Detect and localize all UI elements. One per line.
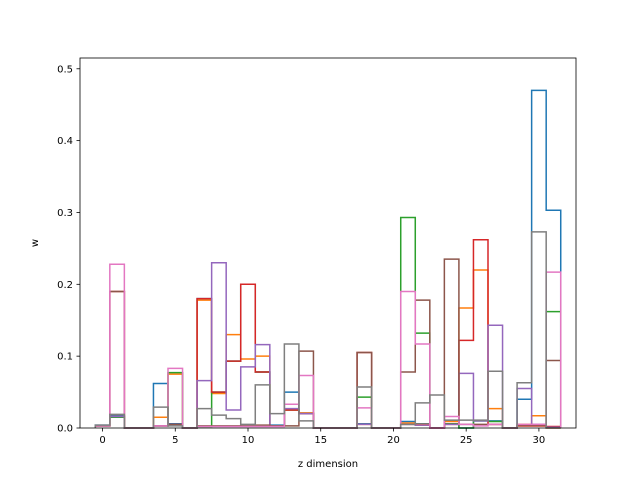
x-tick-label: 0 <box>99 435 105 446</box>
x-tick-label: 25 <box>460 435 473 446</box>
x-tick-label: 5 <box>172 435 178 446</box>
y-tick-label: 0.1 <box>57 352 73 363</box>
y-tick-label: 0.3 <box>57 208 73 219</box>
x-axis: 0 5 10 15 20 25 30 <box>99 428 545 446</box>
y-tick-label: 0.5 <box>57 64 73 75</box>
series-6-line <box>94 258 562 429</box>
series-4-line <box>94 239 562 429</box>
x-tick-label: 20 <box>387 435 400 446</box>
series-3-line <box>94 216 562 429</box>
series-1-line <box>94 89 562 429</box>
series-8-line <box>94 231 561 429</box>
x-axis-label: z dimension <box>298 459 358 470</box>
x-tick-label: 15 <box>314 435 327 446</box>
series-layer <box>94 89 562 429</box>
series-5-line <box>94 262 562 429</box>
x-tick-label: 10 <box>242 435 255 446</box>
y-tick-label: 0.2 <box>57 280 73 291</box>
series-2-line <box>94 269 561 429</box>
y-tick-label: 0.4 <box>57 136 73 147</box>
plot-frame <box>79 57 577 429</box>
y-axis: 0.0 0.1 0.2 0.3 0.4 0.5 <box>57 64 80 435</box>
y-axis-label: w <box>30 239 41 247</box>
y-tick-label: 0.0 <box>57 424 73 435</box>
series-7-line <box>94 263 562 429</box>
x-tick-label: 30 <box>533 435 546 446</box>
